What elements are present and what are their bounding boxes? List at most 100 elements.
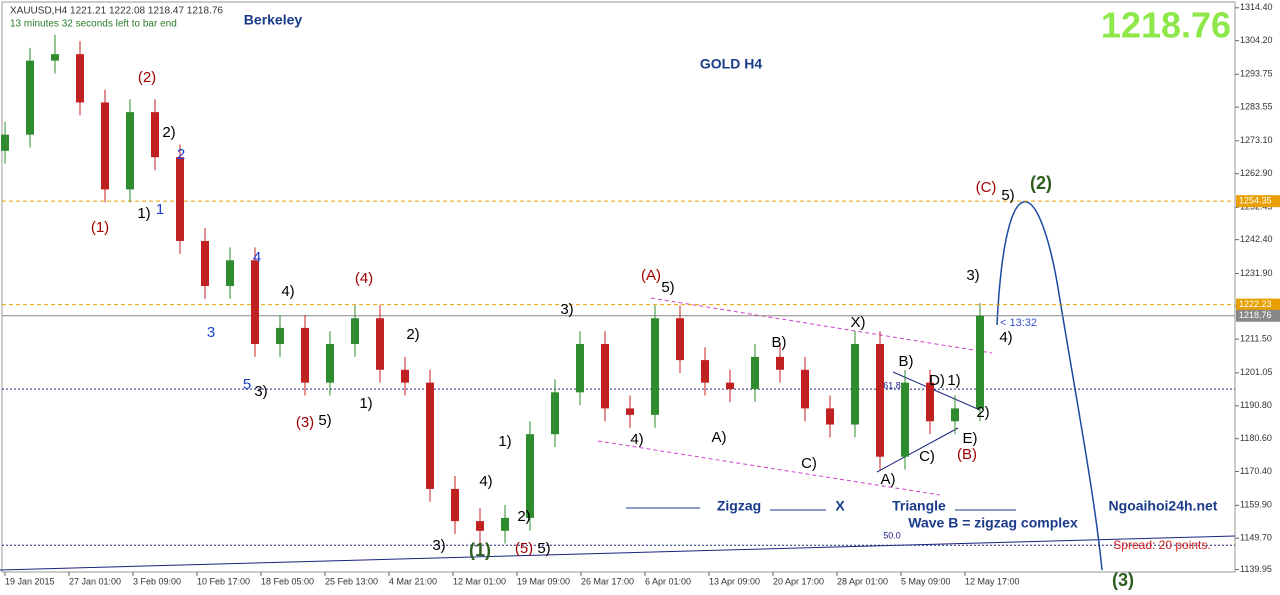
- wave-label: 5): [661, 279, 674, 296]
- x-tick-label: 19 Mar 09:00: [517, 576, 570, 586]
- wave-label: C): [919, 448, 935, 465]
- wave-label: 2: [177, 146, 185, 163]
- wave-label: 4): [479, 473, 492, 490]
- note: Zigzag: [717, 498, 761, 514]
- x-tick-label: 19 Jan 2015: [5, 576, 55, 586]
- candle-body: [251, 260, 259, 344]
- x-tick-label: 28 Apr 01:00: [837, 576, 888, 586]
- wave-label: 2): [517, 508, 530, 525]
- countdown: 13 minutes 32 seconds left to bar end: [10, 19, 177, 30]
- wave-label: 3): [560, 301, 573, 318]
- wave-label: B): [899, 353, 914, 370]
- wave-label: (5): [515, 540, 533, 557]
- candle-body: [851, 344, 859, 425]
- wave-label: (B): [957, 446, 977, 463]
- price-level-label: 1218.76: [1239, 310, 1272, 320]
- wave-label: 3): [966, 267, 979, 284]
- candle-body: [801, 369, 809, 409]
- wave-label: 4: [253, 249, 261, 266]
- y-tick-label: 1293.75: [1240, 69, 1273, 79]
- wave-label: 4): [630, 431, 643, 448]
- wave-label: 4): [999, 329, 1012, 346]
- candle-body: [976, 315, 984, 409]
- wave-label: A): [881, 471, 896, 488]
- candle-body: [76, 54, 84, 103]
- x-tick-label: 4 Mar 21:00: [389, 576, 437, 586]
- wave-label: 1): [498, 433, 511, 450]
- trend-line: [0, 535, 1236, 571]
- candle-body: [226, 260, 234, 287]
- candle-body: [201, 240, 209, 287]
- candle-body: [526, 434, 534, 518]
- wave-label: (2): [138, 69, 156, 86]
- triangle-line: [876, 427, 959, 473]
- candle-body: [601, 344, 609, 409]
- channel-line: [597, 440, 941, 496]
- channel-line: [650, 297, 993, 354]
- wave-label: 1): [137, 205, 150, 222]
- candle-body: [876, 344, 884, 457]
- candle-body: [351, 318, 359, 344]
- candle-body: [326, 344, 334, 383]
- timer: < 13:32: [1000, 317, 1037, 329]
- wave-label: 3: [207, 324, 215, 341]
- wave-label: (C): [976, 179, 997, 196]
- candle-body: [776, 356, 784, 370]
- x-tick-label: 27 Jan 01:00: [69, 576, 121, 586]
- candle-body: [676, 318, 684, 361]
- y-tick-label: 1170.40: [1240, 466, 1272, 476]
- candle-body: [901, 382, 909, 457]
- candle-body: [426, 382, 434, 489]
- x-tick-label: 25 Feb 13:00: [325, 576, 378, 586]
- wave-label: 1): [947, 372, 960, 389]
- candle-body: [126, 112, 134, 190]
- wave-label: (1): [91, 219, 109, 236]
- x-tick-label: 5 May 09:00: [901, 576, 951, 586]
- x-tick-label: 6 Apr 01:00: [645, 576, 691, 586]
- wave-label: 5): [318, 412, 331, 429]
- note: Wave B = zigzag complex: [908, 515, 1078, 531]
- note: Ngoaihoi24h.net: [1109, 498, 1218, 514]
- y-tick-label: 1201.05: [1240, 367, 1273, 377]
- candle-body: [101, 102, 109, 190]
- candle-body: [926, 382, 934, 422]
- candle-body: [551, 392, 559, 435]
- wave-label: 1: [156, 201, 164, 218]
- candle-body: [26, 60, 34, 135]
- y-tick-label: 1159.90: [1240, 500, 1272, 510]
- price-level-box: [1236, 195, 1280, 208]
- wave-label: (4): [355, 270, 373, 287]
- x-tick-label: 13 Apr 09:00: [709, 576, 760, 586]
- candle-body: [651, 318, 659, 415]
- candle-body: [951, 408, 959, 422]
- y-tick-label: 1180.60: [1240, 433, 1272, 443]
- last-price: 1218.76: [1101, 5, 1231, 46]
- candle-body: [51, 54, 59, 61]
- wave-label: 1): [359, 395, 372, 412]
- candle-body: [376, 318, 384, 370]
- broker: Berkeley: [244, 12, 303, 28]
- y-tick-label: 1273.10: [1240, 135, 1273, 145]
- price-level-label: 1254.35: [1239, 196, 1272, 206]
- header: XAUUSD,H4 1221.21 1222.08 1218.47 1218.7…: [10, 6, 223, 17]
- triangle-line: [892, 371, 981, 411]
- y-tick-label: 1231.90: [1240, 268, 1273, 278]
- note: Spread: 20 points.: [1113, 538, 1210, 552]
- wave-label: (A): [641, 267, 661, 284]
- wave-label: 50.0: [883, 530, 901, 540]
- wave-label: 5): [537, 540, 550, 557]
- x-tick-label: 20 Apr 17:00: [773, 576, 824, 586]
- wave-label: (1): [469, 540, 491, 560]
- wave-label: 2): [406, 326, 419, 343]
- x-tick-label: 12 May 17:00: [965, 576, 1020, 586]
- candle-body: [576, 344, 584, 393]
- wave-label: 5: [243, 376, 251, 393]
- chart-title: GOLD H4: [700, 56, 762, 72]
- candle-body: [451, 488, 459, 522]
- note: X: [835, 498, 845, 514]
- candle-body: [476, 521, 484, 531]
- x-tick-label: 26 Mar 17:00: [581, 576, 634, 586]
